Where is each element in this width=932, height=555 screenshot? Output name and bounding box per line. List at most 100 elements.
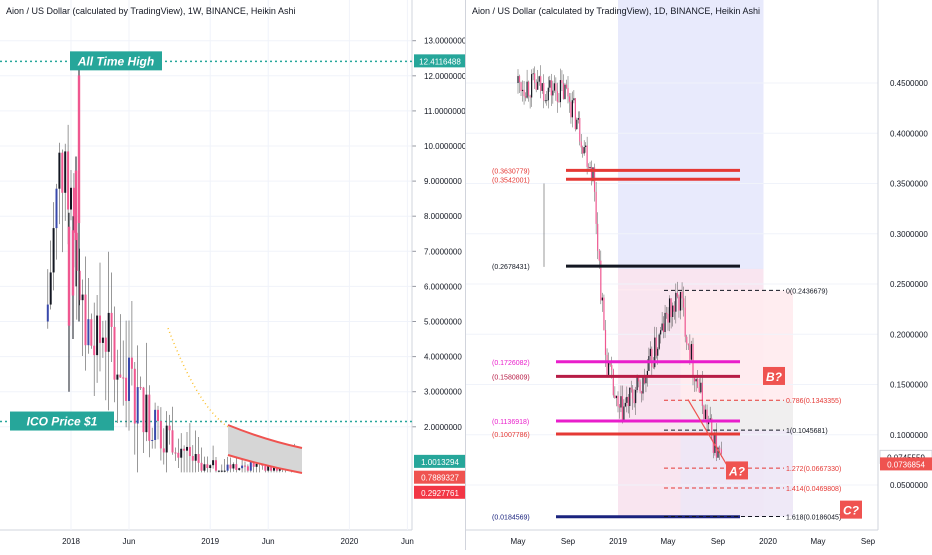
candle-body	[627, 396, 629, 407]
y-tick-label: 12.0000000	[424, 72, 466, 81]
candle-body	[104, 337, 107, 352]
candle-body	[665, 312, 668, 314]
candle-body	[583, 146, 585, 154]
x-tick-label: Jun	[401, 537, 414, 546]
weekly-chart-svg[interactable]: 13.0000000 12.0000000 11.0000000 10.0000000…	[0, 0, 467, 550]
candle-body	[52, 228, 55, 273]
x-tick-label: 2019	[201, 537, 219, 546]
candle-body	[565, 84, 568, 88]
level-label: (0.1580809)	[492, 374, 530, 381]
candle-body	[598, 251, 600, 261]
candle-body	[558, 101, 560, 103]
candle-body	[689, 345, 691, 360]
candle-body	[556, 91, 558, 102]
candle-body	[249, 457, 252, 471]
candle-body	[678, 296, 680, 311]
candle-body	[72, 187, 75, 233]
fib-level-label: 1.414(0.0469808)	[786, 486, 841, 493]
candle-body	[90, 319, 93, 346]
candle-body	[235, 464, 238, 470]
y-tick-label: 0.4000000	[890, 129, 928, 138]
candle-body	[645, 375, 647, 384]
candle-body	[188, 446, 191, 457]
candle-body	[543, 83, 545, 101]
candle-body	[552, 90, 554, 96]
candle-body	[537, 81, 539, 90]
candle-body	[113, 326, 116, 380]
candle-body	[617, 395, 619, 407]
weekly-chart-pane[interactable]: Aion / US Dollar (calculated by TradingV…	[0, 0, 467, 550]
candle-body	[78, 270, 81, 301]
candle-body	[590, 166, 593, 181]
candle-body	[229, 464, 232, 469]
daily-chart-svg[interactable]: 0.4500000 0.4000000 0.3500000 0.3000000 0.25…	[466, 0, 932, 550]
price-tag-label: 0.7889327	[421, 474, 459, 483]
annotation-label: A?	[728, 464, 746, 478]
candle-body	[609, 362, 611, 365]
candle-body	[684, 307, 686, 337]
candle-body	[683, 298, 685, 308]
candle-body	[101, 337, 104, 343]
annotation-label: C?	[843, 504, 860, 518]
candle-body	[719, 447, 721, 450]
candle-body	[523, 89, 525, 97]
candle-body	[589, 166, 591, 169]
candle-body	[136, 387, 139, 424]
candle-body	[651, 348, 653, 367]
candle-body	[203, 464, 206, 471]
candle-body	[226, 464, 229, 471]
candle-body	[541, 83, 543, 91]
candle-body	[264, 465, 267, 471]
candle-body	[540, 76, 542, 91]
annotation-label: B?	[766, 370, 783, 384]
candle-body	[587, 166, 590, 169]
candle-body	[672, 305, 674, 317]
projection-curve	[167, 327, 229, 428]
candle-body	[87, 319, 90, 346]
pane-divider[interactable]	[465, 0, 466, 550]
candle-body	[200, 462, 203, 471]
candle-body	[574, 98, 576, 130]
candle-body	[232, 464, 235, 469]
candle-body	[559, 80, 562, 103]
candle-body	[632, 389, 634, 399]
candle-body	[524, 96, 527, 98]
candle-body	[706, 409, 708, 425]
candle-body	[93, 345, 96, 356]
candle-body	[133, 368, 136, 424]
y-tick-label: 0.1500000	[890, 381, 928, 390]
candle-body	[667, 313, 669, 323]
daily-chart-title: Aion / US Dollar (calculated by TradingV…	[472, 6, 760, 16]
candle-body	[676, 292, 678, 297]
candle-body	[70, 187, 72, 210]
candle-body	[139, 387, 142, 389]
candle-body	[576, 119, 578, 130]
candle-body	[580, 141, 582, 148]
candle-body	[84, 294, 87, 346]
level-label: (0.1726082)	[492, 360, 530, 367]
y-tick-label: 13.0000000	[424, 37, 466, 46]
y-tick-label: 10.0000000	[424, 142, 466, 151]
fib-level-label: 1(0.1045681)	[786, 428, 828, 435]
fib-level-label: 1.618(0.0186045)	[786, 515, 841, 522]
candle-body	[550, 80, 552, 96]
candle-body	[547, 87, 549, 101]
candle-body	[67, 151, 70, 210]
candle-body	[151, 439, 154, 441]
candle-body	[197, 454, 200, 463]
price-tag	[414, 54, 466, 68]
candle-body	[55, 188, 58, 229]
candle-body	[686, 336, 688, 344]
candle-body	[643, 375, 646, 384]
y-tick-label: 8.0000000	[424, 212, 462, 221]
candle-body	[209, 465, 212, 469]
candle-body	[130, 357, 133, 369]
x-tick-label: 2020	[759, 537, 777, 546]
candle-body	[238, 468, 241, 470]
candle-body	[675, 292, 677, 312]
candle-body	[698, 386, 700, 393]
daily-chart-pane[interactable]: Aion / US Dollar (calculated by TradingV…	[466, 0, 932, 550]
falling-wedge-fill	[228, 425, 302, 473]
candle-body	[592, 167, 594, 181]
candle-body	[704, 409, 707, 420]
